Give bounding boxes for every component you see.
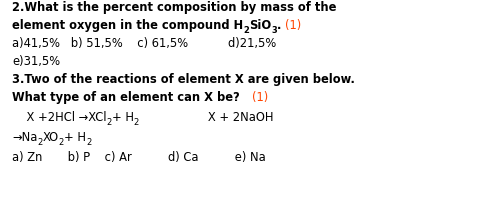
- Text: a) Zn       b) P    c) Ar          d) Ca          e) Na: a) Zn b) P c) Ar d) Ca e) Na: [12, 151, 266, 164]
- Text: 3.Two of the reactions of element X are given below.: 3.Two of the reactions of element X are …: [12, 73, 355, 86]
- Text: 2: 2: [106, 118, 112, 127]
- Text: 2.What is the percent composition by mass of the: 2.What is the percent composition by mas…: [12, 1, 336, 14]
- Text: element oxygen in the compound H: element oxygen in the compound H: [12, 19, 243, 32]
- Text: a)41,5%   b) 51,5%    c) 61,5%           d)21,5%: a)41,5% b) 51,5% c) 61,5% d)21,5%: [12, 37, 276, 50]
- Text: →Na: →Na: [12, 131, 38, 144]
- Text: 2: 2: [86, 138, 91, 147]
- Text: SiO: SiO: [249, 19, 271, 32]
- Text: What type of an element can X be?: What type of an element can X be?: [12, 91, 252, 104]
- Text: + H: + H: [112, 111, 134, 124]
- Text: 2: 2: [38, 138, 43, 147]
- Text: X + 2NaOH: X + 2NaOH: [139, 111, 274, 124]
- Text: 2: 2: [134, 118, 139, 127]
- Text: (1): (1): [252, 91, 268, 104]
- Text: 2: 2: [243, 26, 249, 35]
- Text: XO: XO: [42, 131, 59, 144]
- Text: X +2HCl →XCl: X +2HCl →XCl: [12, 111, 106, 124]
- Text: e)31,5%: e)31,5%: [12, 55, 60, 68]
- Text: (1): (1): [286, 19, 302, 32]
- Text: 3: 3: [271, 26, 277, 35]
- Text: .: .: [277, 19, 285, 32]
- Text: + H: + H: [64, 131, 86, 144]
- Text: 2: 2: [59, 138, 64, 147]
